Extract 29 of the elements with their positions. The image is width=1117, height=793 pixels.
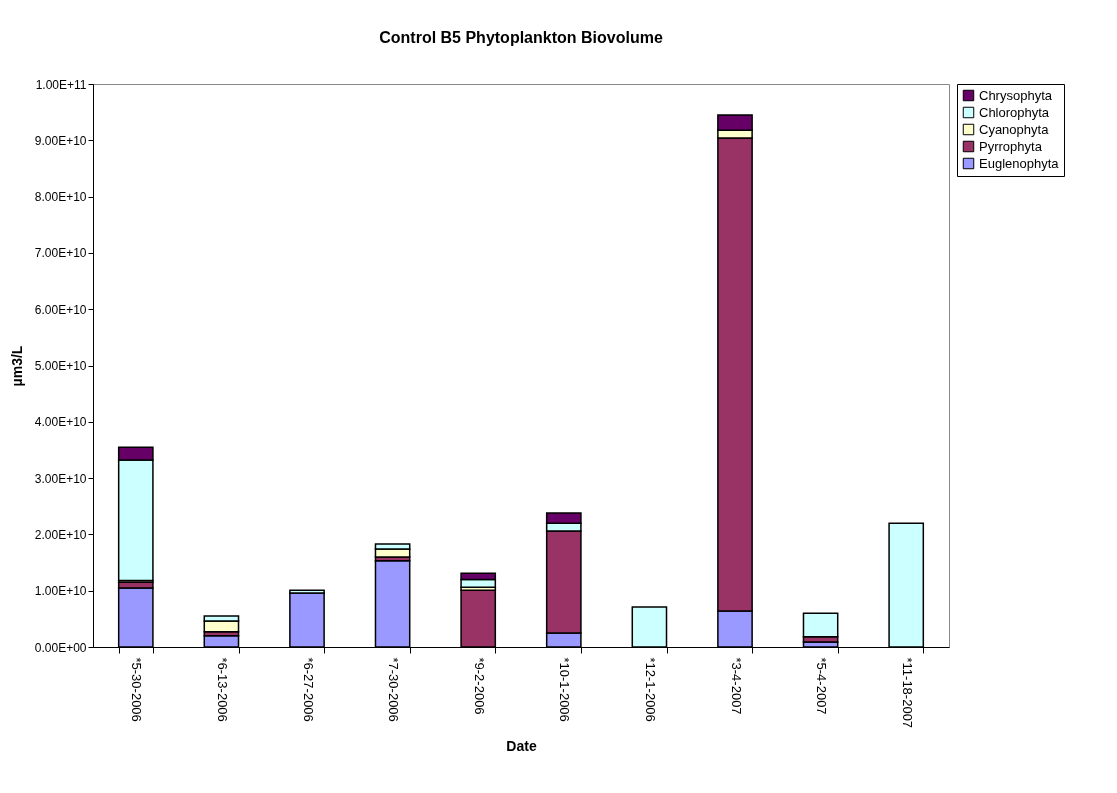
y-tick-label: 6.00E+10 [34,302,87,317]
x-tick-label: *5-30-2006 [129,657,145,722]
legend-label: Chrysophyta [979,87,1053,103]
y-tick-label: 4.00E+10 [34,415,87,430]
y-tick-label: 5.00E+10 [34,359,87,373]
x-tick-label: *9-2-2006 [471,657,487,715]
y-tick-label: 8.00E+10 [34,190,87,205]
y-tick-label: 7.00E+10 [34,246,87,261]
legend-label: Chlorophyta [979,104,1050,120]
legend-label: Pyrrophyta [979,138,1043,154]
y-tick-label: 2.00E+10 [34,527,87,542]
legend-label: Cyanophyta [979,121,1050,137]
x-tick-label: *7-30-2006 [386,657,402,722]
x-tick-label: *3-4-2007 [728,657,744,715]
x-tick-label: *6-27-2006 [300,657,316,722]
y-tick-label: 9.00E+10 [34,133,87,148]
x-axis-title: Date [506,738,537,755]
y-tick-label: 3.00E+10 [34,471,87,486]
x-tick-label: *6-13-2006 [214,657,230,722]
y-axis-title: µm3/L [8,345,25,387]
y-tick-label: 1.00E+11 [35,77,87,92]
y-tick-label: 0.00E+00 [34,640,87,655]
x-tick-label: *12-1-2006 [642,657,658,722]
x-tick-label: *10-1-2006 [557,657,573,722]
legend-label: Euglenophyta [979,155,1060,171]
x-tick-label: *11-18-2007 [899,657,915,729]
chart-title: Control B5 Phytoplankton Biovolume [379,29,663,46]
x-tick-label: *5-4-2007 [814,657,830,715]
y-tick-label: 1.00E+10 [34,584,87,599]
